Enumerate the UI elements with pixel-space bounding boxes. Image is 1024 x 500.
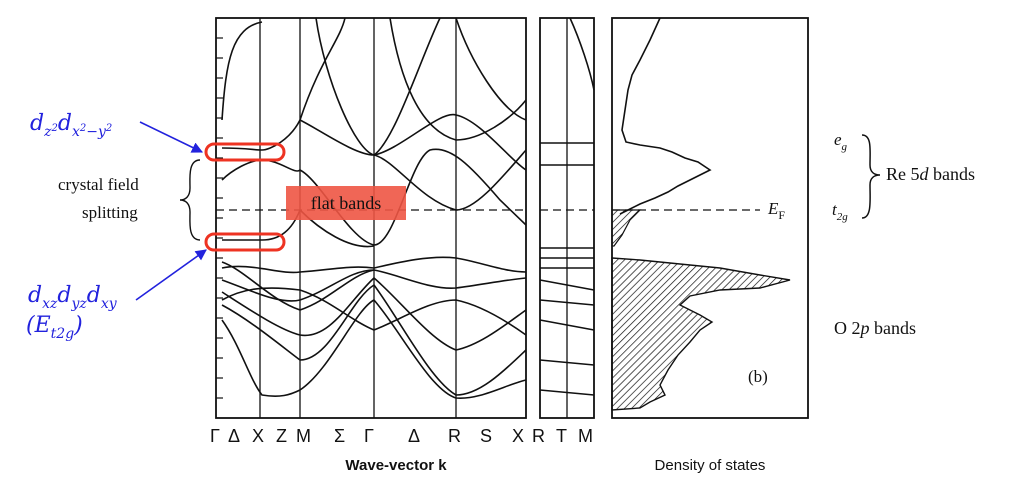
- lower-flat-band-highlight: [206, 234, 284, 250]
- ef-label: EF: [767, 199, 785, 222]
- lower-arrow: [136, 250, 206, 300]
- k-label-delta2: Δ: [408, 426, 420, 446]
- k-label-gamma2: Γ: [364, 426, 374, 446]
- k-labels: Γ Δ X Z M Σ Γ Δ R S X R T M: [210, 426, 593, 446]
- t2g-label: t2g: [832, 200, 848, 223]
- k-label-x: X: [252, 426, 264, 446]
- k-label-m2: M: [578, 426, 593, 446]
- k-label-gamma: Γ: [210, 426, 220, 446]
- k-label-m: M: [296, 426, 311, 446]
- re5d-brace: [862, 135, 880, 218]
- k-label-t: T: [556, 426, 567, 446]
- panel-tag: (b): [748, 367, 768, 386]
- k-label-s: S: [480, 426, 492, 446]
- re-bands-label: Re 5d bands: [886, 164, 975, 184]
- flat-bands-label: flat bands: [311, 193, 381, 213]
- crystal-field-brace: [180, 160, 200, 240]
- k-label-sigma: Σ: [334, 426, 345, 446]
- k-label-delta: Δ: [228, 426, 240, 446]
- x-axis-title: Wave-vector k: [345, 457, 447, 474]
- dos-o2p-hatch: [612, 258, 790, 410]
- k-label-x2: X: [512, 426, 524, 446]
- crystal-field-line2: splitting: [82, 203, 138, 222]
- dos-re5d-curve: [620, 18, 710, 214]
- k-label-z: Z: [276, 426, 287, 446]
- crystal-field-line1: crystal field: [58, 175, 139, 194]
- upper-orbital-label: dz2dx2−y2: [30, 111, 112, 140]
- eg-label: eg: [834, 130, 848, 153]
- dos-t2g-hatch: [612, 210, 640, 246]
- k-label-r: R: [448, 426, 461, 446]
- dos-axis-title: Density of states: [655, 457, 766, 474]
- lower-orbital-label: dxzdyzdxy: [28, 283, 118, 312]
- o-bands-label: O 2p bands: [834, 318, 916, 338]
- k-label-r2: R: [532, 426, 545, 446]
- upper-arrow: [140, 122, 202, 152]
- left-ticks: [216, 38, 223, 398]
- lower-orbital-paren: (Et2g): [26, 313, 83, 342]
